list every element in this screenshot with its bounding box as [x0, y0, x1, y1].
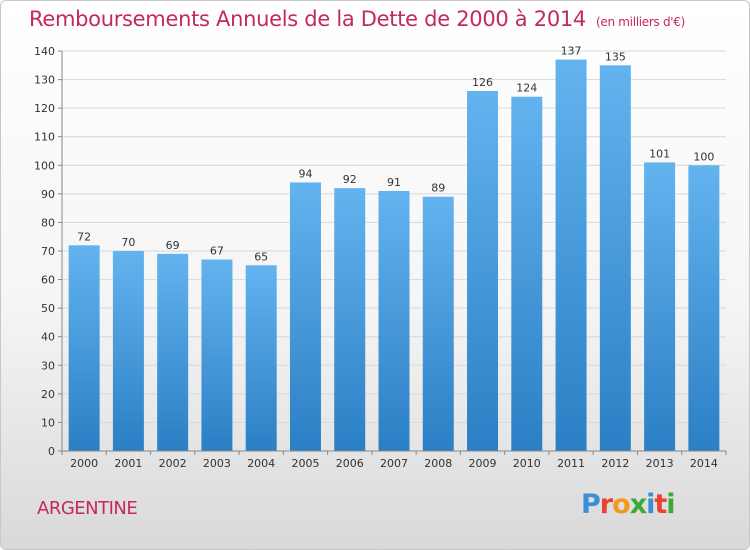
- data-label: 72: [77, 230, 91, 243]
- y-tick-label: 90: [41, 188, 55, 201]
- data-label: 67: [210, 245, 224, 258]
- x-tick-label: 2008: [424, 457, 452, 470]
- bar: [555, 59, 587, 451]
- y-tick-label: 20: [41, 388, 55, 401]
- x-tick-label: 2011: [557, 457, 585, 470]
- place-name: ARGENTINE: [37, 498, 138, 519]
- x-tick-label: 2014: [690, 457, 718, 470]
- x-tick-label: 2009: [469, 457, 497, 470]
- proxiti-logo: Proxiti: [581, 489, 676, 520]
- logo-letter: o: [612, 489, 631, 520]
- data-label: 89: [431, 182, 445, 195]
- data-label: 135: [605, 50, 626, 63]
- logo-letter: i: [666, 489, 675, 520]
- bar: [245, 265, 277, 451]
- y-tick-label: 100: [34, 159, 55, 172]
- y-axis: 0 10 20 30 40 50 60 70 80 90 100 110 120 130 140: [34, 45, 63, 458]
- bar: [201, 259, 233, 451]
- chart-unit: (en milliers d'€): [596, 15, 686, 29]
- data-label: 69: [166, 239, 180, 252]
- logo-letter: i: [646, 489, 655, 520]
- y-tick-label: 140: [34, 45, 55, 58]
- bar: [511, 96, 543, 451]
- bar: [644, 162, 676, 451]
- data-label: 126: [472, 76, 493, 89]
- chart-title: Remboursements Annuels de la Dette de 20…: [29, 7, 685, 31]
- data-label: 101: [649, 147, 670, 160]
- bar: [688, 165, 720, 452]
- data-label: 100: [693, 150, 714, 163]
- bar: [599, 65, 631, 452]
- x-tick-label: 2013: [646, 457, 674, 470]
- bars: [68, 59, 720, 452]
- data-label: 65: [254, 250, 268, 263]
- data-label: 70: [121, 236, 135, 249]
- data-label: 124: [516, 82, 537, 95]
- x-tick-label: 2005: [291, 457, 319, 470]
- y-tick-label: 70: [41, 245, 55, 258]
- chart-title-text: Remboursements Annuels de la Dette de 20…: [29, 7, 586, 31]
- data-labels: 72 70 69 67 65 94 92 91 89 126 124 137 135 101 100: [77, 45, 714, 264]
- bar: [334, 188, 366, 451]
- y-tick-label: 0: [48, 445, 55, 458]
- logo-letter: t: [654, 489, 667, 520]
- bar: [68, 245, 100, 451]
- x-tick-label: 2002: [159, 457, 187, 470]
- y-tick-label: 30: [41, 359, 55, 372]
- y-tick-label: 110: [34, 131, 55, 144]
- y-tick-label: 130: [34, 74, 55, 87]
- x-tick-label: 2010: [513, 457, 541, 470]
- bar: [467, 91, 499, 451]
- bar: [112, 251, 144, 451]
- x-axis: 2000 2001 2002 2003 2004 2005 2006 2007 2008 2009…: [61, 450, 727, 470]
- y-tick-label: 50: [41, 302, 55, 315]
- bar: [157, 253, 189, 451]
- data-label: 137: [561, 45, 582, 58]
- x-tick-label: 2012: [601, 457, 629, 470]
- data-label: 94: [298, 167, 312, 180]
- data-label: 91: [387, 176, 401, 189]
- x-tick-label: 2000: [70, 457, 98, 470]
- x-tick-label: 2004: [247, 457, 275, 470]
- x-tick-label: 2007: [380, 457, 408, 470]
- x-tick-label: 2001: [114, 457, 142, 470]
- bar: [378, 191, 410, 451]
- y-tick-label: 10: [41, 416, 55, 429]
- data-label: 92: [343, 173, 357, 186]
- y-tick-label: 40: [41, 331, 55, 344]
- y-tick-label: 120: [34, 102, 55, 115]
- y-tick-label: 60: [41, 274, 55, 287]
- y-tick-label: 80: [41, 216, 55, 229]
- x-tick-label: 2003: [203, 457, 231, 470]
- logo-letter: x: [629, 489, 647, 520]
- logo-letter: r: [599, 489, 613, 520]
- bar: [289, 182, 321, 451]
- x-tick-label: 2006: [336, 457, 364, 470]
- logo-letter: P: [581, 489, 601, 520]
- bar: [422, 196, 454, 451]
